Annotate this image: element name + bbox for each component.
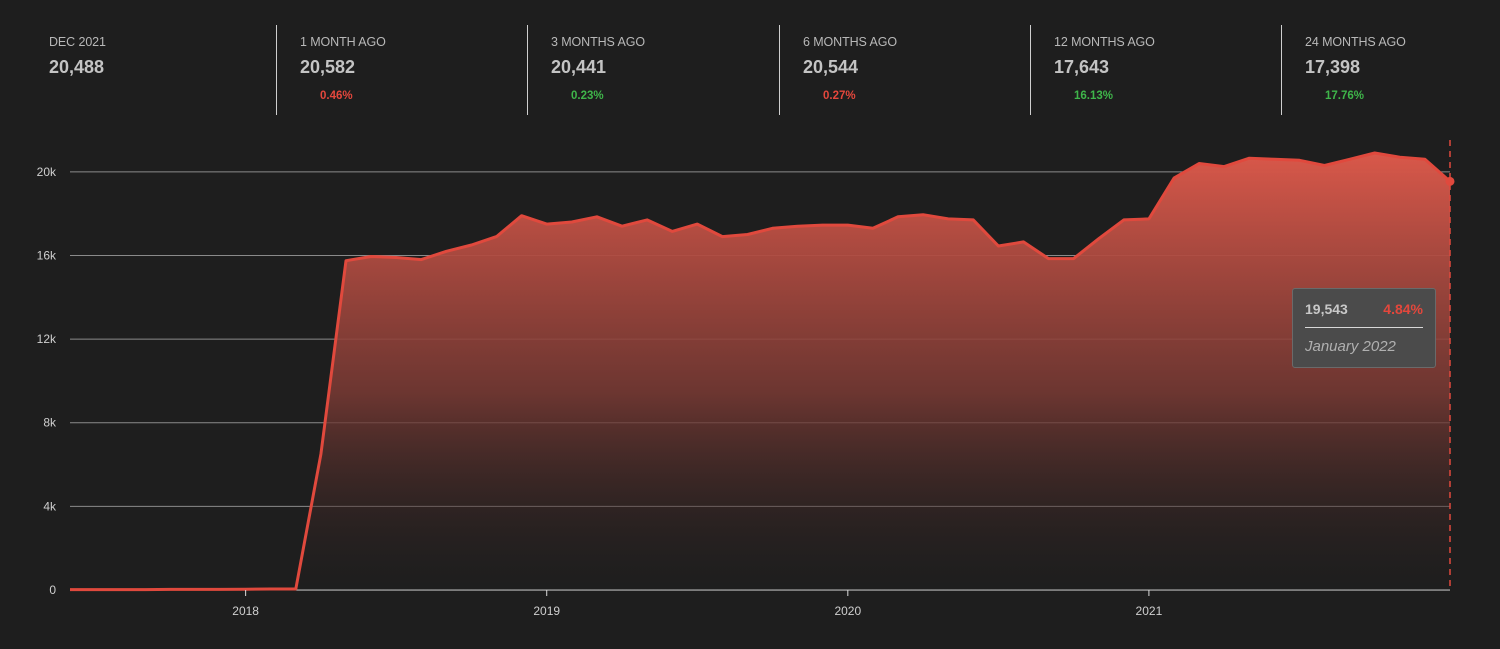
divider: [779, 25, 780, 115]
stat-6-months-ago: 6 MONTHS AGO 20,544 0.27%: [779, 25, 1030, 115]
stat-value: 20,544: [803, 57, 859, 77]
stat-value: 20,441: [551, 57, 607, 77]
stat-change: 16.13%: [1074, 90, 1114, 102]
stat-label: DEC 2021: [49, 35, 106, 49]
tooltip-change: 4.84%: [1383, 301, 1423, 317]
series-area: [70, 151, 1451, 592]
tooltip-divider: [1305, 327, 1423, 328]
x-tick-label: 2021: [1136, 604, 1163, 618]
stat-3-months-ago: 3 MONTHS AGO 20,441 0.23%: [527, 25, 778, 115]
divider: [527, 25, 528, 115]
stat-label: 12 MONTHS AGO: [1054, 35, 1155, 49]
series-line: [70, 151, 1451, 592]
y-tick-label: 0: [49, 583, 56, 597]
stat-value: 20,582: [300, 57, 356, 77]
stat-change: 0.46%: [320, 90, 353, 102]
tooltip-date: January 2022: [1305, 338, 1396, 355]
divider: [276, 25, 277, 115]
y-tick-label: 4k: [43, 499, 57, 513]
hover-marker: [1445, 140, 1455, 590]
stats-bar: DEC 2021 20,488 1 MONTH AGO 20,582 0.46%…: [25, 25, 1500, 115]
x-tick-label: 2018: [232, 604, 259, 618]
stat-value: 20,488: [49, 57, 105, 77]
y-tick-label: 16k: [37, 248, 57, 262]
tooltip-value: 19,543: [1305, 301, 1348, 317]
stat-change: 0.27%: [823, 90, 856, 102]
axes: 0 4k 8k 12k 16k 20k 2018 2019 2020 2021: [37, 165, 1163, 618]
stat-change: 17.76%: [1325, 90, 1365, 102]
stat-label: 24 MONTHS AGO: [1305, 35, 1406, 49]
stat-label: 3 MONTHS AGO: [551, 35, 645, 49]
stat-current: DEC 2021 20,488: [25, 25, 276, 115]
divider: [1030, 25, 1031, 115]
stat-value: 17,398: [1305, 57, 1361, 77]
chart-tooltip: 19,543 4.84% January 2022: [1292, 288, 1436, 368]
y-tick-label: 8k: [43, 416, 57, 430]
x-tick-label: 2020: [834, 604, 861, 618]
stat-change: 0.23%: [571, 90, 604, 102]
stat-24-months-ago: 24 MONTHS AGO 17,398 17.76%: [1281, 25, 1500, 115]
stat-label: 6 MONTHS AGO: [803, 35, 897, 49]
divider: [1281, 25, 1282, 115]
stat-12-months-ago: 12 MONTHS AGO 17,643 16.13%: [1030, 25, 1281, 115]
stat-label: 1 MONTH AGO: [300, 35, 386, 49]
y-tick-label: 12k: [37, 332, 57, 346]
area-fill: [70, 153, 1450, 590]
x-tick-label: 2019: [533, 604, 560, 618]
y-tick-label: 20k: [37, 165, 57, 179]
stat-value: 17,643: [1054, 57, 1110, 77]
stat-1-month-ago: 1 MONTH AGO 20,582 0.46%: [276, 25, 527, 115]
area-chart[interactable]: 0 4k 8k 12k 16k 20k 2018 2019 2020 2021: [0, 130, 1500, 649]
hover-point: [1445, 176, 1455, 186]
